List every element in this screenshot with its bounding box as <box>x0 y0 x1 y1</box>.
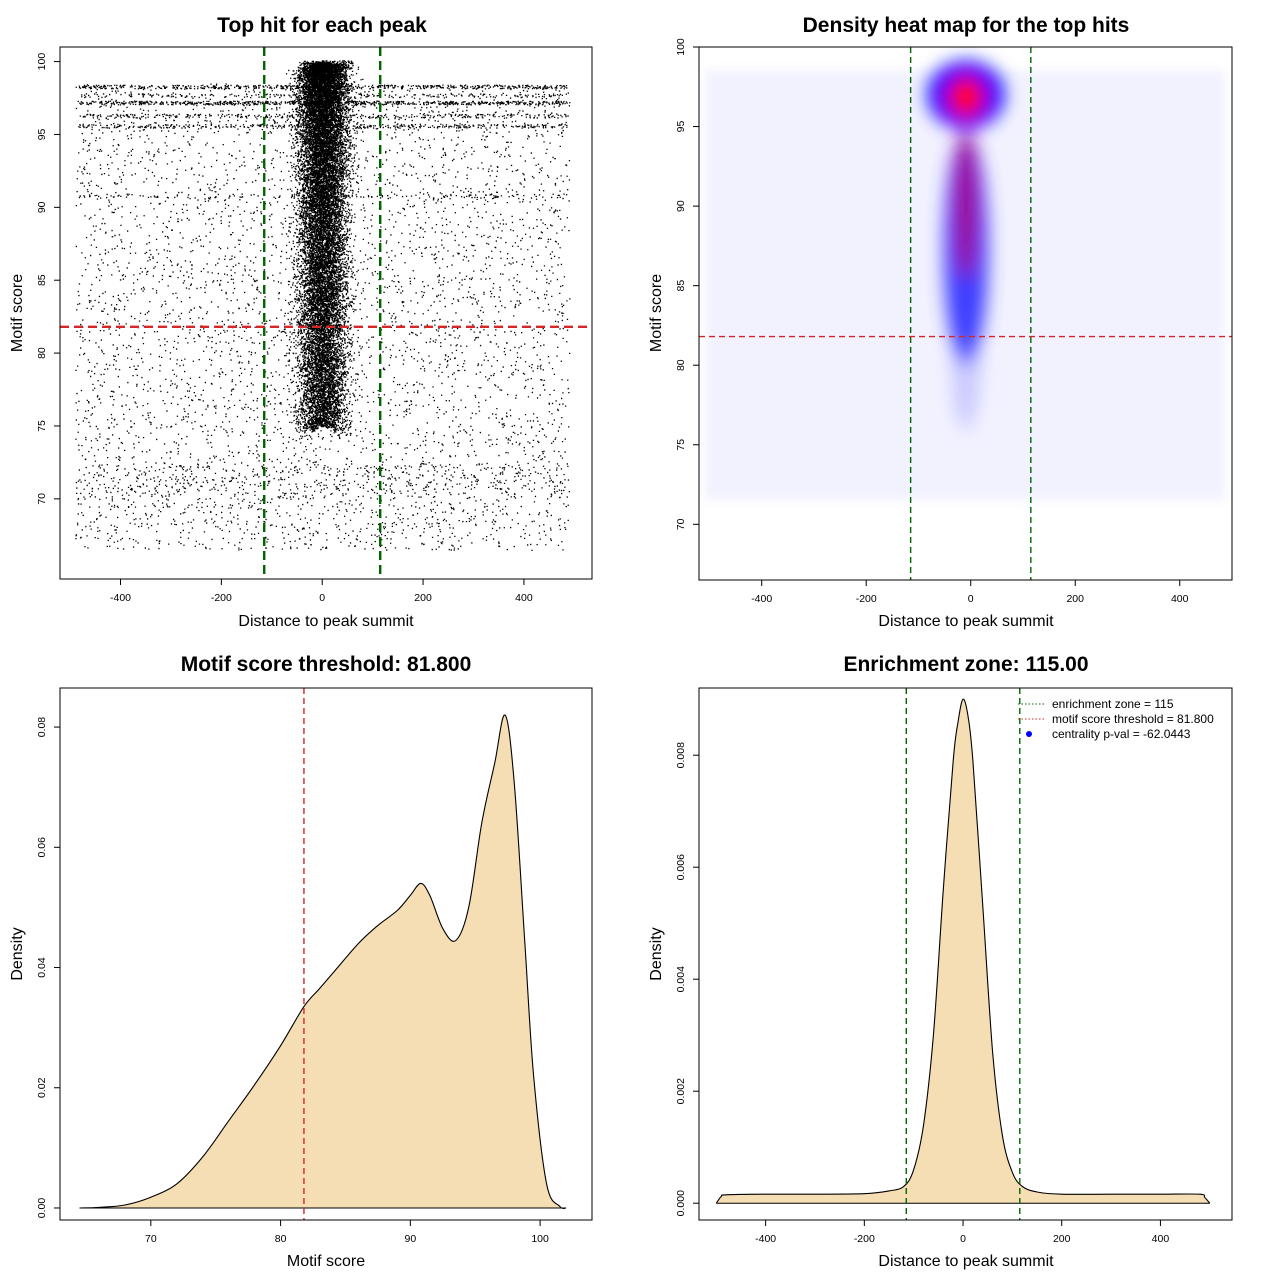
score-density-x-tick-label: 70 <box>145 1233 157 1245</box>
distance-density-frame <box>698 687 1233 1221</box>
scatter-y-tick-label: 75 <box>36 420 48 432</box>
score-density-title: Motif score threshold: 81.800 <box>181 653 472 676</box>
score-density-curve <box>79 714 567 1210</box>
heatmap-hotspot <box>928 61 1004 430</box>
heatmap-y-tick-label: 80 <box>675 359 687 371</box>
scatter-x-tick-label: -400 <box>110 592 131 604</box>
distance-density-y-tick-label: 0.002 <box>675 1078 687 1104</box>
distance-density-x-tick-label: -200 <box>854 1233 875 1245</box>
scatter-point-cloud <box>75 60 571 551</box>
scatter-reference-lines <box>60 47 592 579</box>
heatmap-x-tick-label: -400 <box>751 593 772 605</box>
score-density-y-tick-label: 0.04 <box>36 957 48 978</box>
score-density-panel: Motif score threshold: 81.800 70 80 90 100 0… <box>9 653 593 1270</box>
legend-pval-label: centrality p-val = -62.0443 <box>1052 727 1191 741</box>
heatmap-y-tick-label: 70 <box>675 518 687 530</box>
scatter-plot-frame <box>59 46 593 580</box>
distance-density-x-tick-label: -400 <box>755 1233 776 1245</box>
heatmap-y-label: Motif score <box>648 274 665 352</box>
distance-density-y-tick-label: 0.006 <box>675 854 687 880</box>
heatmap-y-tick-label: 90 <box>675 200 687 212</box>
score-density-x-tick-label: 100 <box>531 1233 549 1245</box>
heatmap-axes: -400 -200 0 200 400 70 75 80 85 90 95 100 <box>675 38 1189 605</box>
scatter-y-tick-label: 95 <box>36 128 48 140</box>
distance-density-y-tick-label: 0.008 <box>675 742 687 768</box>
heatmap-x-tick-label: 0 <box>968 593 974 605</box>
heatmap-y-tick-label: 85 <box>675 280 687 292</box>
score-density-y-tick-label: 0.02 <box>36 1077 48 1098</box>
scatter-x-tick-label: -200 <box>211 592 232 604</box>
heatmap-x-tick-label: -200 <box>856 593 877 605</box>
scatter-y-tick-label: 90 <box>36 201 48 213</box>
distance-density-x-tick-label: 200 <box>1053 1233 1071 1245</box>
score-density-y-tick-label: 0.06 <box>36 837 48 858</box>
scatter-panel: Top hit for each peak -400 -200 0 200 400 70 7… <box>9 14 593 630</box>
heatmap-x-label: Distance to peak summit <box>878 613 1054 630</box>
score-density-y-tick-label: 0.08 <box>36 717 48 738</box>
score-density-frame <box>59 687 593 1221</box>
distance-density-plot <box>715 688 1211 1220</box>
distance-density-y-tick-label: 0.004 <box>675 966 687 992</box>
legend-pval-swatch <box>1026 731 1032 737</box>
distance-density-title: Enrichment zone: 115.00 <box>843 653 1088 676</box>
score-density-x-tick-label: 90 <box>404 1233 416 1245</box>
score-density-x-label: Motif score <box>287 1253 365 1270</box>
heatmap-y-tick-label: 75 <box>675 439 687 451</box>
scatter-y-tick-label: 100 <box>36 53 48 71</box>
scatter-y-tick-label: 80 <box>36 347 48 359</box>
heatmap-density <box>699 47 1232 580</box>
scatter-y-tick-label: 85 <box>36 274 48 286</box>
distance-density-y-tick-label: 0.000 <box>675 1190 687 1216</box>
distance-density-x-label: Distance to peak summit <box>878 1253 1054 1270</box>
scatter-title: Top hit for each peak <box>217 14 427 37</box>
heatmap-y-tick-label: 100 <box>675 38 687 56</box>
distance-density-x-tick-label: 0 <box>960 1233 966 1245</box>
scatter-x-tick-label: 200 <box>414 592 432 604</box>
score-density-area <box>79 714 566 1209</box>
distance-density-area <box>716 699 1210 1204</box>
distance-density-axes: -400 -200 0 200 400 0.000 0.002 0.004 0.006 0.008 <box>675 742 1169 1245</box>
scatter-x-label: Distance to peak summit <box>238 613 414 630</box>
heatmap-peak <box>948 77 984 117</box>
score-density-axes: 70 80 90 100 0.00 0.02 0.04 0.06 0.08 <box>36 717 549 1245</box>
heatmap-panel: Density heat map for the top hits -400 -2… <box>648 14 1233 630</box>
heatmap-title: Density heat map for the top hits <box>803 14 1130 37</box>
heatmap-plot-frame <box>698 46 1233 581</box>
score-density-plot <box>79 688 567 1220</box>
scatter-x-tick-label: 0 <box>319 592 325 604</box>
distance-density-legend: enrichment zone = 115 motif score thresh… <box>1018 697 1214 741</box>
distance-density-y-label: Density <box>648 927 665 980</box>
legend-enrichment-label: enrichment zone = 115 <box>1052 697 1174 711</box>
score-density-y-tick-label: 0.00 <box>36 1198 48 1219</box>
scatter-y-tick-label: 70 <box>36 493 48 505</box>
distance-density-curve <box>715 698 1211 1204</box>
score-density-x-tick-label: 80 <box>275 1233 287 1245</box>
heatmap-x-tick-label: 200 <box>1066 593 1084 605</box>
distance-density-panel: Enrichment zone: 115.00 -400 -200 0 200 400 0… <box>648 653 1233 1270</box>
heatmap-y-tick-label: 95 <box>675 121 687 133</box>
scatter-points <box>75 60 571 551</box>
scatter-x-tick-label: 400 <box>515 592 533 604</box>
distance-density-x-tick-label: 400 <box>1152 1233 1170 1245</box>
heatmap-mid-core <box>955 130 977 280</box>
score-density-y-label: Density <box>9 927 26 980</box>
heatmap-reference-lines <box>699 47 1232 580</box>
legend-threshold-label: motif score threshold = 81.800 <box>1052 712 1214 726</box>
scatter-axes: -400 -200 0 200 400 70 75 80 85 90 95 100 <box>36 53 533 604</box>
heatmap-x-tick-label: 400 <box>1171 593 1189 605</box>
scatter-y-label: Motif score <box>9 274 26 352</box>
